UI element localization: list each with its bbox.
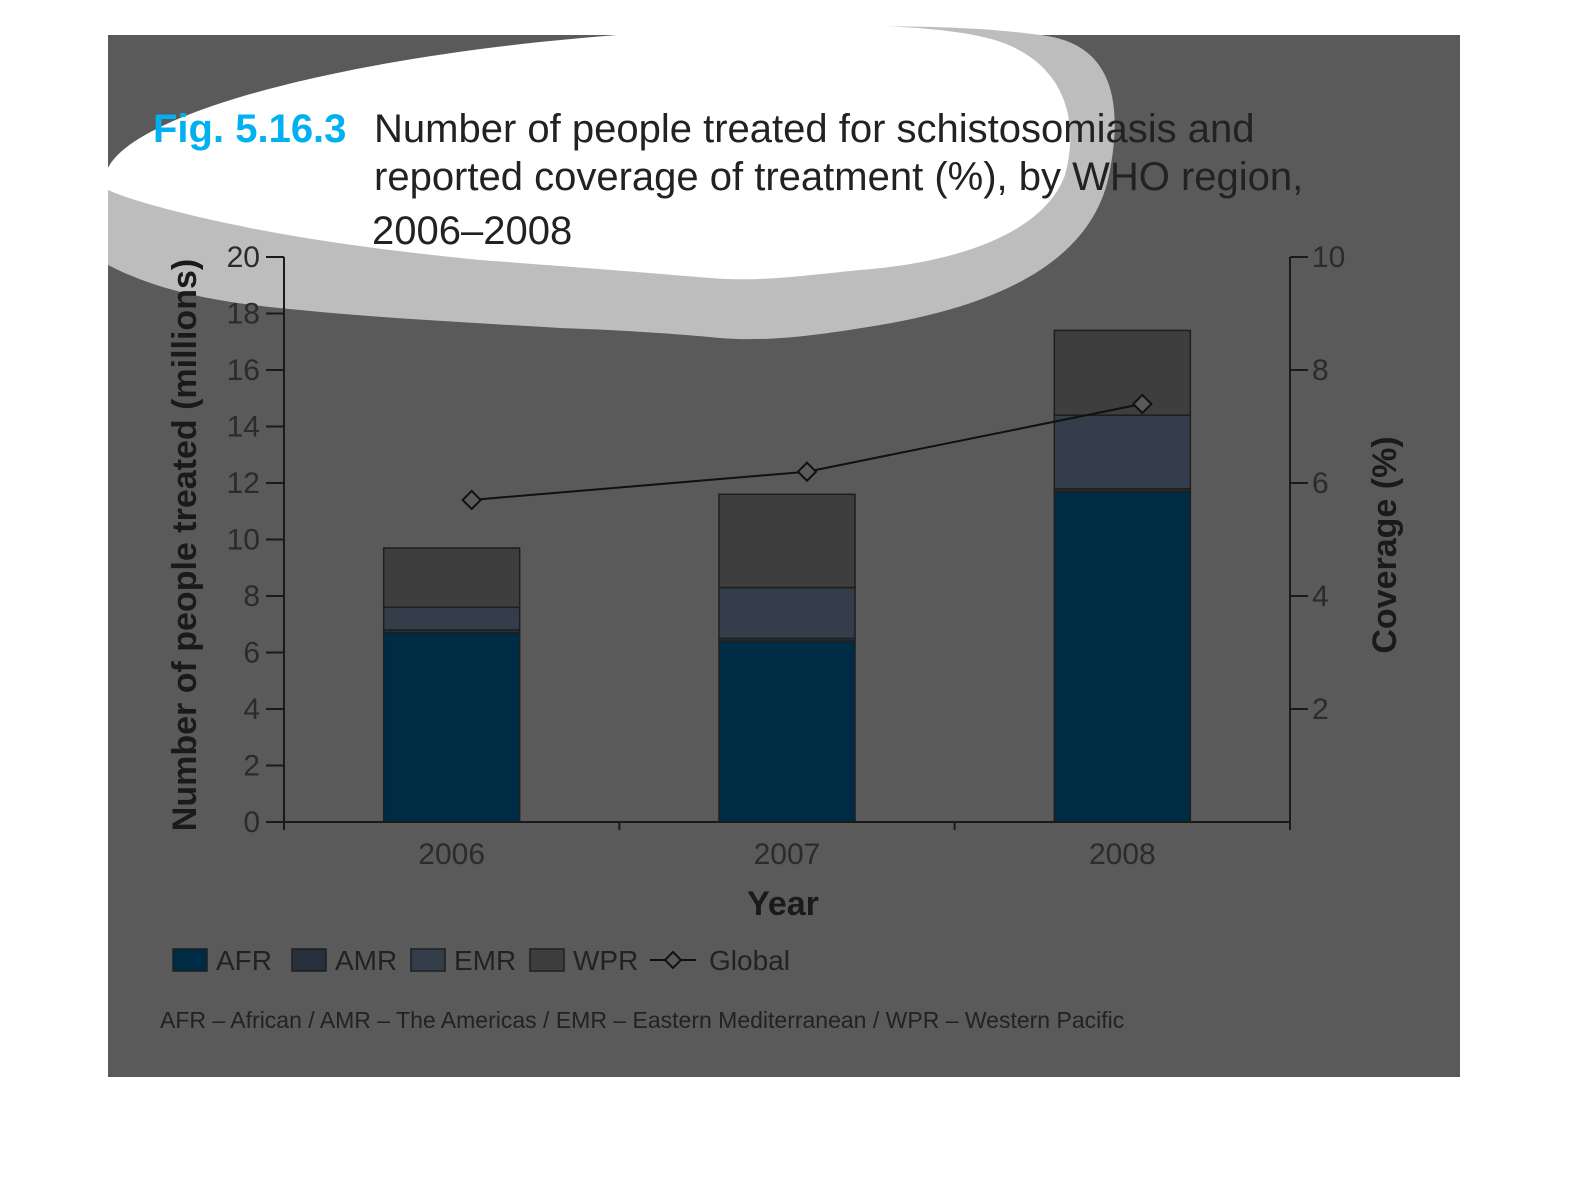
legend-label-wpr: WPR [573,945,638,976]
global-point-diamond [796,461,818,483]
y-tick-label: 4 [243,693,260,726]
y-tick-label: 18 [227,298,260,331]
x-tick-label: 2006 [418,838,485,871]
y2-tick-label: 2 [1312,693,1329,726]
footnote: AFR – African / AMR – The Americas / EMR… [160,1007,1124,1033]
global-coverage-line [461,393,1153,511]
global-point-diamond [1131,393,1153,415]
bar-2007-emr [718,586,856,640]
bar-2008-afr [1053,490,1192,823]
legend-label-amr: AMR [335,945,397,976]
legend: AFR AMR EMR WPR Global [172,945,790,976]
y-tick-label: 10 [227,524,260,557]
bar-2006-afr [382,631,521,823]
y-axis-title: Number of people treated (millions) [166,259,204,831]
figure-title-line-1: Number of people treated for schistosomi… [374,107,1254,151]
y2-axis-title: Coverage (%) [1366,436,1404,653]
y-tick-label: 8 [243,580,260,613]
y-tick-label: 0 [243,806,260,839]
legend-label-global: Global [709,945,790,976]
y-tick-label: 6 [243,637,260,670]
x-axis-title: Year [747,885,819,923]
bar-2007-afr [718,640,856,823]
figure-title-line-3: 2006–2008 [372,209,572,253]
global-point-diamond [461,489,483,511]
x-tick-label: 2008 [1089,838,1156,871]
legend-swatch-wpr [529,948,565,972]
legend-swatch-afr [172,948,208,972]
figure-label: Fig. 5.16.3 [153,107,346,151]
bar-2006-emr [382,606,521,631]
y2-tick-label: 6 [1312,467,1329,500]
y-tick-label: 20 [227,241,260,274]
bar-2008-wpr [1053,329,1192,416]
x-tick-label: 2007 [754,838,821,871]
cloud-title-shape [108,25,1071,280]
legend-swatch-global [650,950,696,970]
bar-stacks [382,329,1192,823]
legend-swatch-amr [291,948,327,972]
figure-title-line-2: reported coverage of treatment (%), by W… [374,155,1303,199]
y-tick-label: 16 [227,354,260,387]
legend-label-afr: AFR [216,945,272,976]
legend-swatch-emr [410,948,446,972]
y2-tick-label: 4 [1312,580,1329,613]
bar-2008-emr [1053,414,1192,490]
y-tick-label: 14 [227,411,260,444]
legend-label-emr: EMR [454,945,516,976]
bar-2007-wpr [718,493,856,589]
bar-2006-wpr [382,547,521,609]
y2-tick-label: 8 [1312,354,1329,387]
y2-tick-label: 10 [1312,241,1345,274]
y-tick-label: 12 [227,467,260,500]
axes: 0 2 4 6 8 10 12 14 16 18 20 2 4 6 8 10 2006 2007 2008 [227,241,1346,871]
y-tick-label: 2 [243,750,260,783]
